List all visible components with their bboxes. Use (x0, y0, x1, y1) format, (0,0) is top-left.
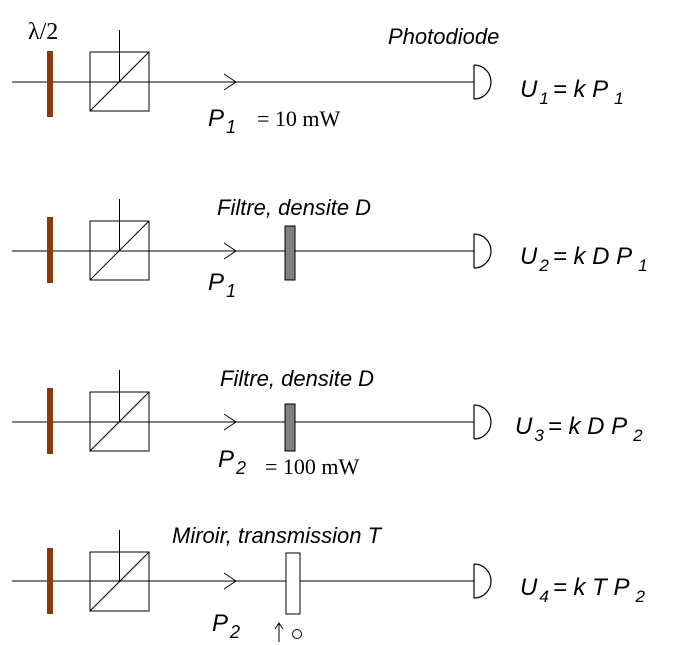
power-subscript: 2 (235, 458, 246, 478)
photodiode-icon (473, 64, 492, 100)
equation-lhs-subscript: 2 (538, 256, 549, 275)
equation-lhs-subscript: 1 (539, 89, 548, 108)
beam-arrow (223, 413, 237, 431)
power-value: = 100 mW (265, 454, 360, 479)
equation-lhs-subscript: 3 (534, 426, 544, 445)
equation-rhs-subscript: 1 (614, 89, 623, 108)
polarizing-beam-splitter (89, 199, 150, 281)
density-filter (284, 225, 296, 281)
element-label: Photodiode (388, 24, 499, 49)
signal-equation: U 4 = k T P 2 (520, 574, 646, 606)
half-wave-plate (47, 548, 53, 614)
rotation-arrow-icon (274, 622, 284, 642)
signal-equation: U 2 = k D P 1 (520, 243, 648, 275)
power-value: = 10 mW (257, 106, 341, 131)
equation-lhs: U (520, 76, 538, 103)
power-symbol: P (218, 446, 234, 473)
polarizing-beam-splitter (89, 30, 150, 112)
equation-rhs-subscript: 2 (632, 426, 643, 445)
signal-equation: U 3 = k D P 2 (515, 413, 643, 445)
power-subscript: 1 (226, 281, 236, 301)
half-wave-plate (47, 388, 53, 454)
beam-arrow (223, 242, 237, 260)
element-label: Filtre, densite D (217, 195, 371, 220)
equation-rhs: = k T P (553, 574, 630, 601)
photodiode-icon (473, 233, 492, 269)
element-label: Miroir, transmission T (172, 523, 383, 548)
equation-rhs: = k P (553, 76, 608, 103)
equation-rhs-subscript: 1 (638, 256, 647, 275)
equation-lhs: U (515, 413, 533, 440)
equation-lhs-subscript: 4 (539, 587, 548, 606)
element-label: Filtre, densite D (220, 366, 374, 391)
beam-arrow (223, 73, 237, 91)
power-symbol: P (212, 610, 228, 637)
density-filter (284, 403, 296, 452)
equation-rhs: = k D P (548, 413, 627, 440)
half-wave-plate (47, 217, 53, 283)
half-wave-plate (47, 51, 53, 117)
photodiode-icon (473, 404, 492, 440)
equation-rhs: = k D P (553, 243, 632, 270)
power-symbol: P (208, 269, 224, 296)
power-subscript: 2 (229, 622, 240, 642)
beam-arrow (223, 572, 237, 590)
polarizing-beam-splitter (89, 370, 150, 452)
polarizing-beam-splitter (89, 530, 150, 612)
equation-lhs: U (520, 574, 538, 601)
photodiode-icon (473, 563, 492, 599)
mirror (285, 552, 301, 615)
power-symbol: P (208, 105, 224, 132)
equation-lhs: U (520, 243, 538, 270)
pivot-circle-icon (292, 629, 302, 639)
half-wave-plate-label: λ/2 (28, 19, 58, 45)
equation-rhs-subscript: 2 (635, 587, 646, 606)
power-subscript: 1 (226, 117, 236, 137)
